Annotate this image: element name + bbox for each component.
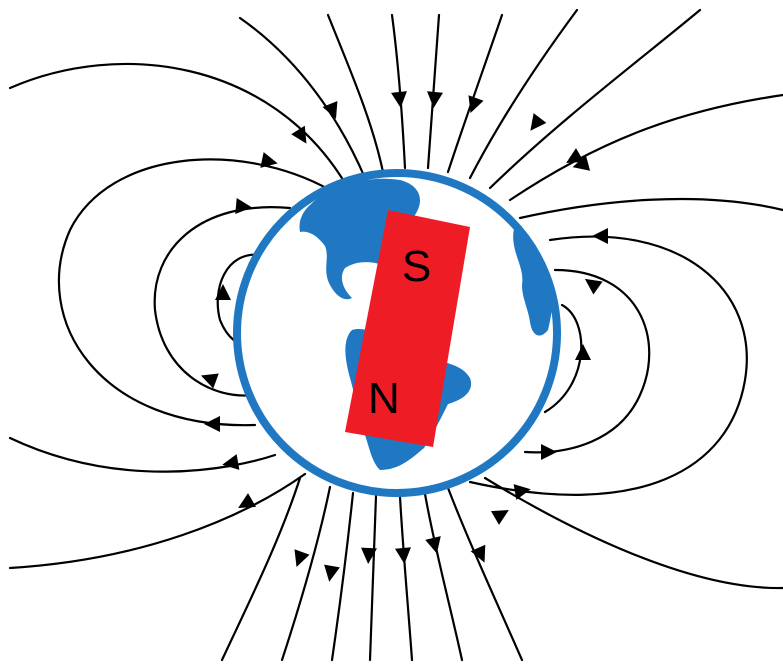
- field-line-left-bottom-outer: [8, 472, 307, 570]
- arrowhead-right-7: [491, 510, 509, 525]
- arrowhead-left-3: [215, 284, 231, 300]
- field-line-top-1: [238, 16, 367, 180]
- magnet-body: [345, 210, 470, 447]
- arrowhead-bottom-3: [324, 564, 340, 582]
- arrowhead-top-6: [530, 113, 547, 131]
- field-line-left-loop-middle: [153, 206, 292, 397]
- field-line-right-loop-outer: [468, 235, 748, 496]
- field-line-top-3: [390, 13, 407, 170]
- field-line-bottom-5: [398, 495, 414, 662]
- field-line-bottom-4: [368, 494, 378, 662]
- field-line-top-5: [446, 13, 504, 174]
- field-line-bottom-6: [423, 492, 464, 662]
- arrowhead-top-7: [566, 148, 584, 163]
- arrowhead-right-3: [584, 278, 603, 295]
- arrowhead-left-2: [235, 198, 252, 214]
- field-line-bottom-7: [446, 486, 524, 662]
- field-line-bottom-1: [220, 476, 302, 662]
- field-line-bottom-3: [330, 491, 355, 662]
- arrowhead-bottom-4: [361, 547, 377, 564]
- continent-north-america: [299, 178, 420, 300]
- arrowhead-top-1: [291, 125, 307, 144]
- arrowhead-bottom-5: [395, 547, 411, 564]
- arrowhead-right-4: [575, 344, 591, 360]
- field-line-right-bottom-outer: [483, 476, 783, 590]
- arrowhead-bottom-1: [238, 493, 256, 508]
- field-line-top-6: [468, 8, 579, 180]
- field-line-top-4: [426, 13, 441, 170]
- earth-outline: [233, 169, 561, 497]
- arrowhead-right-6: [513, 484, 531, 500]
- arrowhead-bottom-6: [425, 536, 441, 554]
- arrowhead-bottom-2: [294, 549, 310, 568]
- arrowhead-top-2: [322, 101, 338, 119]
- arrowhead-right-1: [572, 155, 591, 171]
- arrowhead-left-4: [200, 373, 219, 389]
- field-line-left-far-top: [8, 62, 347, 185]
- arrowhead-top-4: [427, 91, 443, 108]
- field-line-right-far-top: [508, 93, 783, 202]
- arrowhead-top-5: [468, 95, 484, 114]
- field-arrowheads: [200, 91, 608, 582]
- field-line-top-7: [488, 8, 702, 190]
- arrowhead-right-2: [592, 228, 608, 244]
- bar-magnet: S N: [345, 210, 470, 447]
- field-line-right-loop-middle: [523, 268, 651, 454]
- field-line-top-2: [326, 13, 385, 174]
- field-line-bottom-2: [280, 485, 332, 662]
- magnet-pole-bottom-label: N: [368, 374, 400, 423]
- arrowhead-left-1: [260, 152, 278, 168]
- field-line-left-far-bottom: [8, 436, 277, 473]
- arrowhead-left-6: [222, 454, 240, 470]
- arrowhead-left-5: [204, 416, 220, 432]
- arrowhead-bottom-7: [470, 544, 486, 563]
- arrowhead-right-5: [541, 444, 557, 460]
- arrowhead-top-3: [391, 91, 407, 108]
- field-line-left-loop-outer: [57, 158, 332, 427]
- field-line-right-top-2: [518, 197, 783, 220]
- magnet-pole-top-label: S: [402, 242, 431, 291]
